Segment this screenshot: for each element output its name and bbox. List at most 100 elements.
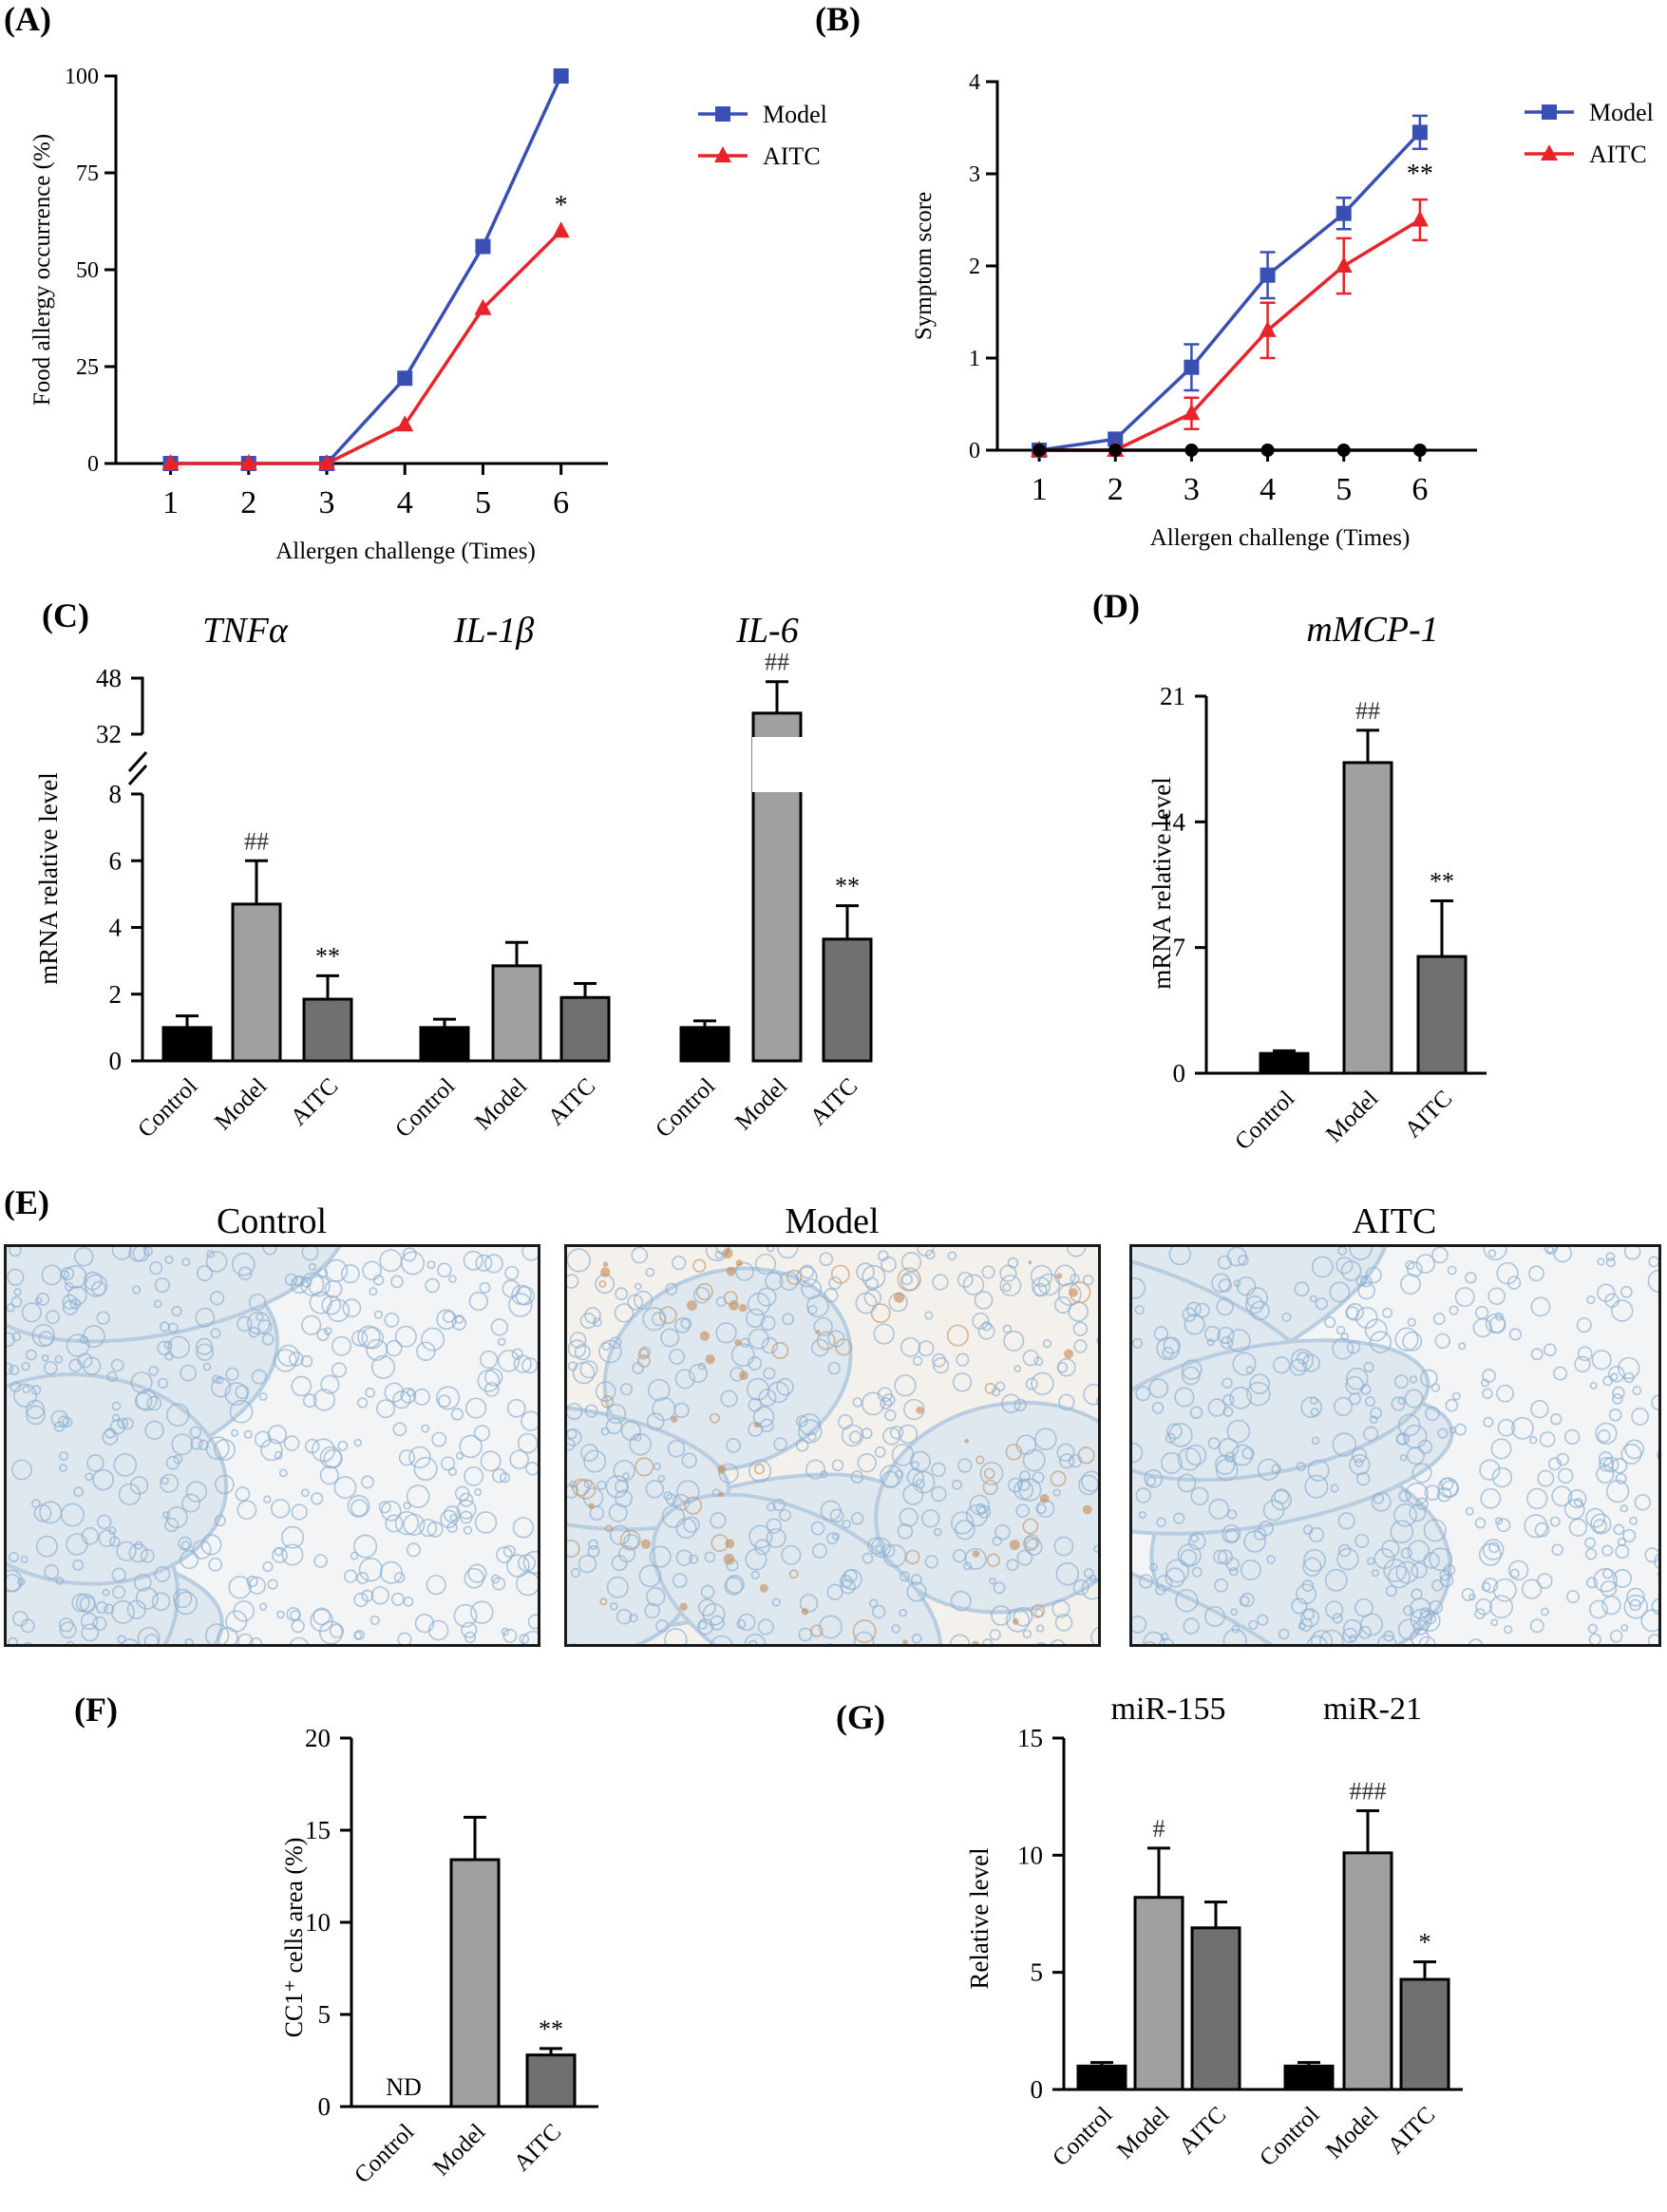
cell [353,1438,363,1447]
cell [1545,1247,1554,1254]
cell [251,1369,267,1385]
cell [900,1336,921,1357]
cell [121,1638,139,1644]
cell [841,1569,862,1591]
cell [674,1316,691,1333]
cell [1584,1548,1598,1560]
cell [370,1586,389,1605]
category-label: Control [1255,2102,1324,2171]
cell [567,1403,583,1420]
cell [1055,1561,1080,1586]
cell [196,1343,214,1361]
cell [880,1465,903,1488]
cell [1490,1618,1499,1627]
cell [463,1250,483,1271]
cell [1337,1543,1352,1558]
cell [1487,1287,1506,1305]
cell [506,1398,526,1418]
cell [956,1352,970,1367]
stained-cell [725,1539,735,1549]
cell [320,1374,340,1394]
cell [246,1575,258,1588]
bar [559,995,611,1063]
cell [672,1256,687,1271]
cell [450,1408,464,1421]
cell [325,1258,349,1282]
cell [224,1382,249,1407]
cell [464,1465,484,1486]
category-label: Model [1112,2102,1174,2164]
cell [681,1452,697,1468]
cell [684,1496,703,1515]
cell [697,1618,714,1635]
cell [1058,1453,1075,1469]
cell [1257,1614,1269,1626]
y-axis-label: Symptom score [911,192,937,340]
cell [1529,1436,1538,1445]
cell [1173,1512,1185,1524]
cell [595,1381,616,1402]
tissue-lobe [7,1247,349,1344]
cell [313,1389,335,1411]
cell [862,1552,874,1564]
cell [1454,1287,1475,1308]
cell [891,1624,900,1634]
cell [957,1271,974,1288]
cell [467,1563,487,1583]
cell [1056,1362,1069,1373]
cell [301,1314,322,1335]
y-tick-label: 0 [969,439,980,463]
x-tick-label: 1 [162,485,179,520]
cell [1436,1486,1452,1503]
data-point [1183,404,1201,421]
cell [504,1265,520,1280]
bar [449,1858,501,2108]
cell [852,1397,863,1408]
cell [8,1551,20,1563]
cell [376,1399,396,1419]
cell [1300,1608,1320,1628]
y-tick-label: 0 [109,1047,123,1075]
cell [59,1464,67,1472]
cell [1180,1549,1198,1566]
cell [798,1419,823,1444]
data-point [396,415,414,432]
cell [1465,1506,1474,1516]
significance-mark: ** [835,873,860,900]
cell [810,1521,825,1536]
cell [918,1340,935,1357]
cell [1156,1575,1173,1592]
cell [1651,1598,1658,1616]
cell [853,1631,875,1644]
cell [1371,1491,1392,1512]
group-title: miR-21 [1323,1692,1422,1727]
cell [1410,1628,1430,1644]
cell [819,1252,834,1266]
panel-label-B: (B) [815,0,861,38]
cell [567,1274,579,1289]
cell [1068,1453,1083,1468]
cell [215,1474,235,1495]
cell [635,1457,654,1477]
cell [864,1276,880,1291]
cell [1222,1406,1234,1417]
cell [353,1534,378,1559]
cell [688,1554,699,1564]
cell [501,1627,510,1636]
cell [461,1621,478,1638]
cell [513,1354,532,1373]
cell [496,1546,513,1564]
cell [1449,1305,1459,1315]
cell [897,1267,921,1292]
cell [198,1439,209,1451]
cell [113,1452,138,1477]
cell [1563,1499,1585,1521]
cell [365,1387,375,1398]
stained-cell [671,1415,678,1423]
cell [1231,1444,1254,1466]
cell [414,1614,435,1634]
significance-mark: ## [765,649,789,676]
cell [1025,1377,1038,1390]
cell [1620,1504,1628,1513]
y-tick-label: 8 [109,780,123,808]
